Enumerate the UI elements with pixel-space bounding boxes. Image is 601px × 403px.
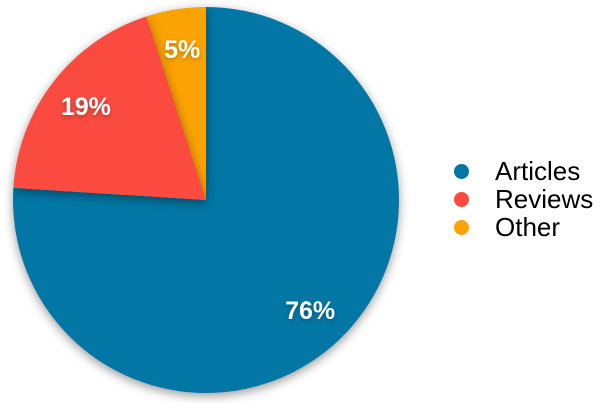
slice-label-reviews: 19% xyxy=(61,93,111,121)
legend-swatch-other xyxy=(454,219,469,235)
slice-label-articles: 76% xyxy=(285,297,335,325)
legend-label-reviews: Reviews xyxy=(495,184,594,214)
legend-item-articles: Articles xyxy=(454,157,593,185)
legend-item-other: Other xyxy=(454,213,593,241)
legend-label-articles: Articles xyxy=(495,156,581,186)
legend-label-other: Other xyxy=(495,212,561,242)
legend-swatch-articles xyxy=(454,163,469,179)
legend-item-reviews: Reviews xyxy=(454,185,593,213)
pie-slice-articles xyxy=(12,7,399,393)
pie-slice-reviews xyxy=(13,16,206,201)
legend: Articles Reviews Other xyxy=(454,157,593,241)
slice-label-other: 5% xyxy=(164,36,200,64)
pie-slice-other xyxy=(146,7,206,200)
legend-swatch-reviews xyxy=(454,191,469,207)
